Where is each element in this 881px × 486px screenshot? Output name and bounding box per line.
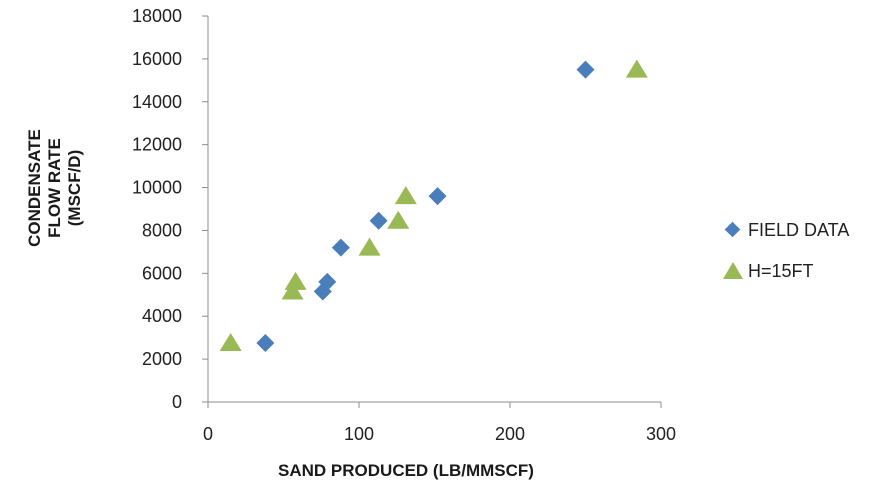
y-tick-label: 18000	[132, 6, 182, 26]
data-point-field-data	[576, 60, 595, 79]
legend-item-field-data: FIELD DATA	[724, 220, 849, 240]
legend-label-field-data: FIELD DATA	[748, 220, 849, 240]
axes	[207, 16, 661, 403]
y-tick-label: 6000	[142, 263, 182, 283]
data-point-field-data	[369, 211, 388, 230]
y-axis-title-line-3: (MSCF/D)	[65, 150, 84, 226]
legend-label-h15ft: H=15FT	[748, 261, 814, 281]
data-point-field-data	[331, 238, 350, 257]
legend-item-h15ft: H=15FT	[723, 261, 814, 281]
y-tick-label: 12000	[132, 135, 182, 155]
y-axis-title-line-1: CONDENSATE	[25, 129, 44, 247]
data-point-h15ft	[394, 186, 417, 205]
x-tick-label: 100	[344, 424, 374, 444]
legend-marker-diamond	[724, 221, 741, 238]
data-point-field-data	[318, 272, 337, 291]
y-tick-label: 4000	[142, 306, 182, 326]
data-point-h15ft	[387, 210, 410, 229]
legend: FIELD DATA H=15FT	[723, 220, 849, 281]
data-point-h15ft	[625, 59, 648, 78]
x-axis-ticks: 0 100 200 300	[203, 402, 676, 444]
y-axis-title: CONDENSATE FLOW RATE (MSCF/D)	[25, 129, 84, 247]
data-point-h15ft	[284, 271, 307, 290]
data-point-field-data	[428, 187, 447, 206]
y-tick-label: 0	[172, 392, 182, 412]
y-axis-title-line-2: FLOW RATE	[45, 138, 64, 238]
y-tick-label: 16000	[132, 49, 182, 69]
y-tick-label: 8000	[142, 220, 182, 240]
data-points	[219, 59, 648, 353]
y-tick-label: 14000	[132, 92, 182, 112]
legend-marker-triangle	[723, 262, 743, 279]
x-tick-label: 0	[203, 424, 213, 444]
y-tick-label: 2000	[142, 349, 182, 369]
x-tick-label: 300	[646, 424, 676, 444]
data-point-h15ft	[281, 281, 304, 300]
data-point-field-data	[256, 334, 275, 353]
data-point-h15ft	[219, 333, 242, 352]
x-tick-label: 200	[495, 424, 525, 444]
y-tick-label: 10000	[132, 178, 182, 198]
data-point-h15ft	[358, 237, 381, 256]
x-axis-title: SAND PRODUCED (LB/MMSCF)	[278, 461, 534, 480]
y-axis-ticks: 0 2000 4000 6000 8000 10000 12000 14000 16000 180…	[132, 6, 208, 412]
